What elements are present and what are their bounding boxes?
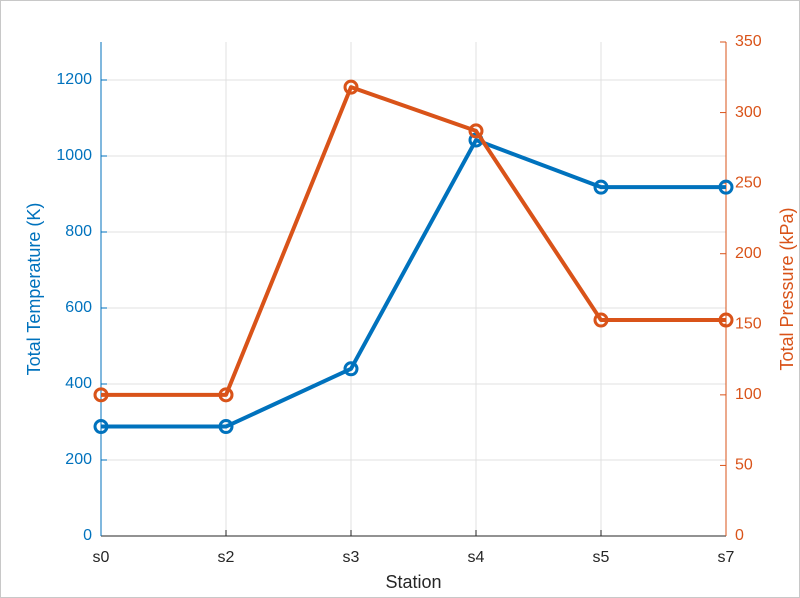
x-tick-label: s4 — [468, 549, 485, 566]
y-tick-label: 600 — [65, 299, 92, 316]
y-tick-label: 1200 — [56, 71, 92, 88]
y-tick-label: 0 — [83, 527, 92, 544]
x-axis-label: Station — [385, 572, 441, 592]
y-tick-label: 400 — [65, 375, 92, 392]
x-tick-label: s2 — [218, 549, 235, 566]
y-axis-label: Total Temperature (K) — [24, 203, 44, 376]
point-marker — [343, 361, 359, 377]
point-marker — [468, 123, 484, 139]
series-line — [101, 138, 726, 429]
y2-tick-label: 300 — [735, 104, 762, 121]
y2-tick-label: 250 — [735, 174, 762, 191]
point-marker — [93, 387, 109, 403]
y2-tick-label: 50 — [735, 457, 753, 474]
y2-axis-label: Total Pressure (kPa) — [777, 207, 797, 370]
point-marker — [718, 312, 734, 328]
x-tick-label: s5 — [593, 549, 610, 566]
x-tick-label: s7 — [718, 549, 735, 566]
y-tick-label: 800 — [65, 223, 92, 240]
series-line — [101, 85, 726, 397]
point-marker — [218, 387, 234, 403]
point-marker — [718, 179, 734, 195]
point-marker — [93, 419, 109, 435]
y2-tick-label: 0 — [735, 527, 744, 544]
point-marker — [218, 419, 234, 435]
y2-tick-label: 150 — [735, 316, 762, 333]
x-tick-label: s0 — [93, 549, 110, 566]
y2-tick-label: 350 — [735, 33, 762, 50]
y2-tick-label: 100 — [735, 386, 762, 403]
point-marker — [593, 179, 609, 195]
y-tick-label: 1000 — [56, 147, 92, 164]
point-marker — [593, 312, 609, 328]
point-marker — [343, 79, 359, 95]
y2-tick-label: 200 — [735, 245, 762, 262]
y-tick-label: 200 — [65, 451, 92, 468]
x-tick-label: s3 — [343, 549, 360, 566]
